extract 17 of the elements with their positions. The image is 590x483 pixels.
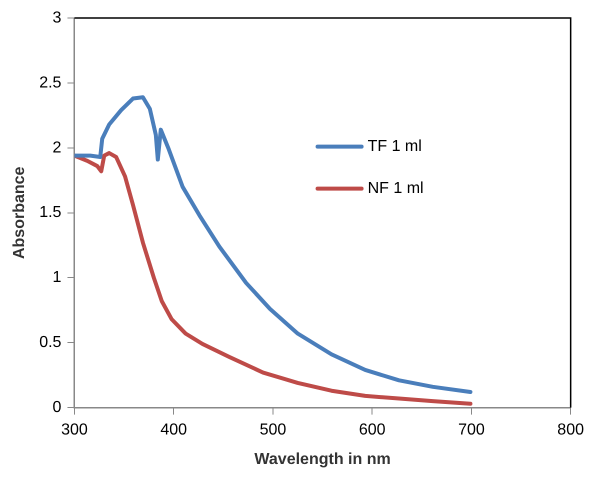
x-tick-label: 400 — [160, 422, 188, 439]
legend-label: NF 1 ml — [368, 180, 424, 197]
x-tick-label: 300 — [61, 422, 88, 439]
x-tick-label: 500 — [260, 422, 286, 439]
y-tick-label: 0 — [52, 399, 62, 416]
x-tick-label: 600 — [358, 422, 386, 439]
y-axis-title: Absorbance — [11, 166, 28, 260]
y-tick-label: 1 — [52, 269, 62, 286]
x-tick-label: 700 — [458, 422, 485, 439]
y-tick-label: 2 — [52, 139, 62, 156]
y-tick-label: 3 — [52, 9, 62, 26]
y-tick-label: 1.5 — [39, 204, 62, 222]
legend-label: TF 1 ml — [368, 138, 422, 155]
y-tick-label: 2.5 — [39, 74, 62, 92]
x-tick-label: 800 — [557, 422, 584, 439]
y-tick-label: 0.5 — [39, 334, 62, 352]
x-axis-title: Wavelength in nm — [254, 450, 391, 468]
